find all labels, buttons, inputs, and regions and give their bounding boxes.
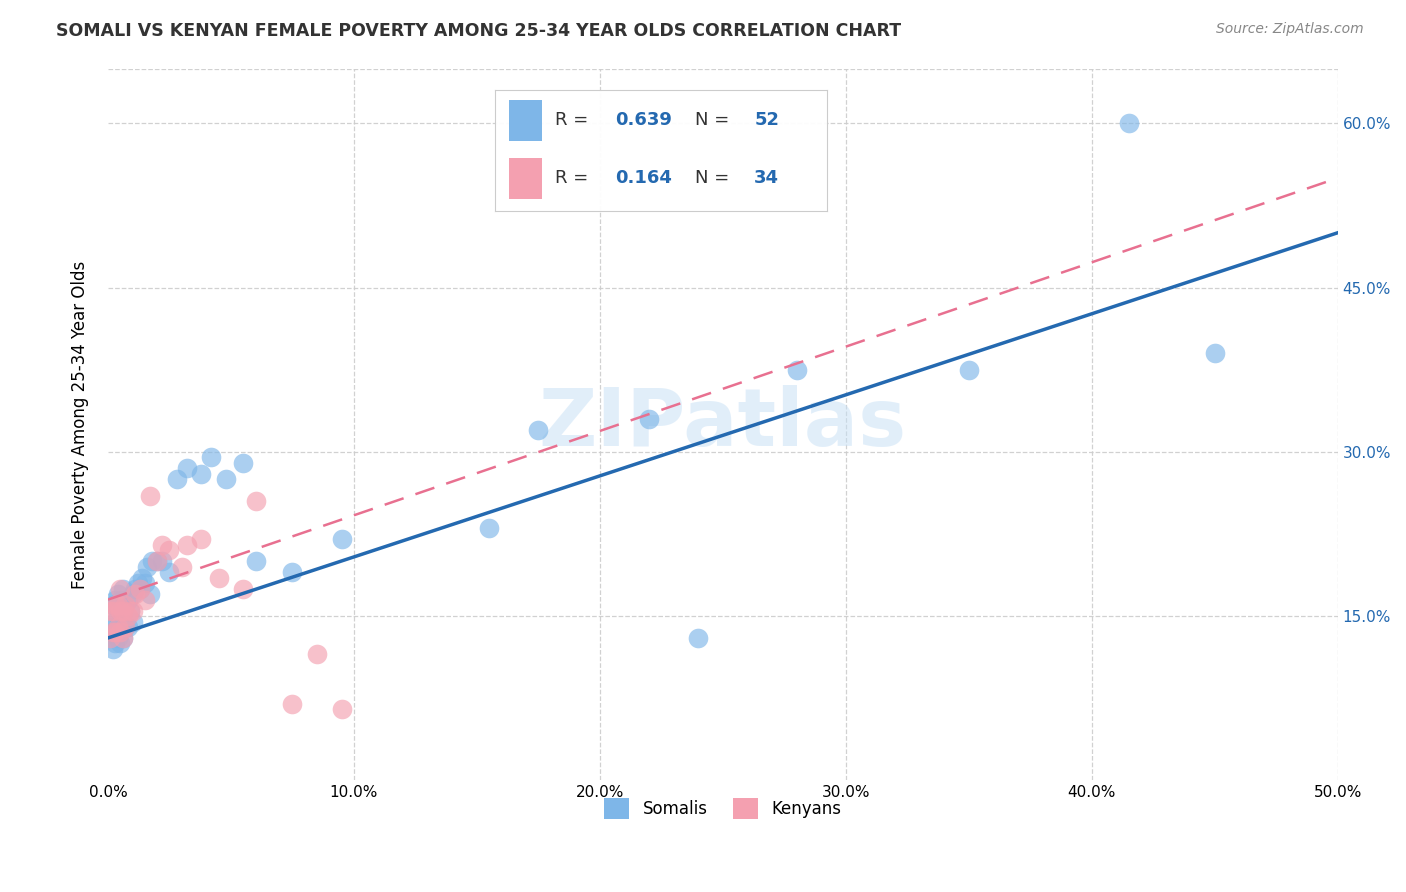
Point [101,598,124,612]
Point [111,631,134,645]
Point [786,362,808,376]
Point [101,625,124,640]
Text: SOMALI VS KENYAN FEMALE POVERTY AMONG 25-34 YEAR OLDS CORRELATION CHART: SOMALI VS KENYAN FEMALE POVERTY AMONG 25… [56,22,901,40]
Point [111,631,134,645]
Point [110,625,132,640]
Point [117,592,139,607]
Legend: Somalis, Kenyans: Somalis, Kenyans [598,792,848,825]
Point [107,598,129,612]
Point [104,592,127,607]
Point [139,489,162,503]
Point [208,571,231,585]
Point [121,615,143,629]
Text: ZIPatlas: ZIPatlas [538,385,907,464]
Point [527,423,550,437]
Point [100,631,122,645]
Point [176,538,198,552]
Point [330,702,353,716]
Point [100,620,122,634]
Point [159,543,181,558]
Point [131,571,153,585]
Point [104,636,127,650]
Point [281,697,304,711]
Point [121,603,143,617]
Point [111,603,134,617]
Point [124,587,146,601]
Point [232,582,254,596]
Point [117,620,139,634]
Point [114,598,136,612]
Point [166,472,188,486]
Point [688,631,710,645]
Point [121,587,143,601]
Point [104,625,127,640]
Point [139,587,162,601]
Point [110,615,132,629]
Point [200,450,222,465]
Point [104,598,127,612]
Point [111,603,134,617]
Point [124,582,146,596]
Point [190,533,212,547]
Point [245,494,267,508]
Point [101,625,124,640]
Point [150,554,173,568]
Point [129,582,152,596]
Point [478,521,501,535]
Point [110,636,132,650]
Point [176,461,198,475]
Point [170,559,193,574]
Point [1204,346,1226,360]
Point [111,582,134,596]
Point [638,412,661,426]
Y-axis label: Female Poverty Among 25-34 Year Olds: Female Poverty Among 25-34 Year Olds [72,260,89,589]
Point [245,554,267,568]
Point [146,554,169,568]
Point [107,609,129,624]
Point [150,538,173,552]
Point [107,620,129,634]
Point [110,592,132,607]
Point [127,576,149,591]
Point [117,609,139,624]
Point [281,566,304,580]
Point [120,603,142,617]
Point [120,603,142,617]
Point [107,587,129,601]
Point [232,456,254,470]
Point [1118,116,1140,130]
Point [146,554,169,568]
Point [110,582,132,596]
Point [330,533,353,547]
Point [110,603,132,617]
Point [114,598,136,612]
Point [159,566,181,580]
Point [107,631,129,645]
Point [957,362,980,376]
Point [305,648,328,662]
Point [215,472,238,486]
Point [101,641,124,656]
Point [104,615,127,629]
Point [190,467,212,481]
Point [101,603,124,617]
Point [134,576,156,591]
Point [129,582,152,596]
Point [114,620,136,634]
Text: Source: ZipAtlas.com: Source: ZipAtlas.com [1216,22,1364,37]
Point [136,559,159,574]
Point [100,631,122,645]
Point [141,554,163,568]
Point [134,592,156,607]
Point [100,603,122,617]
Point [114,620,136,634]
